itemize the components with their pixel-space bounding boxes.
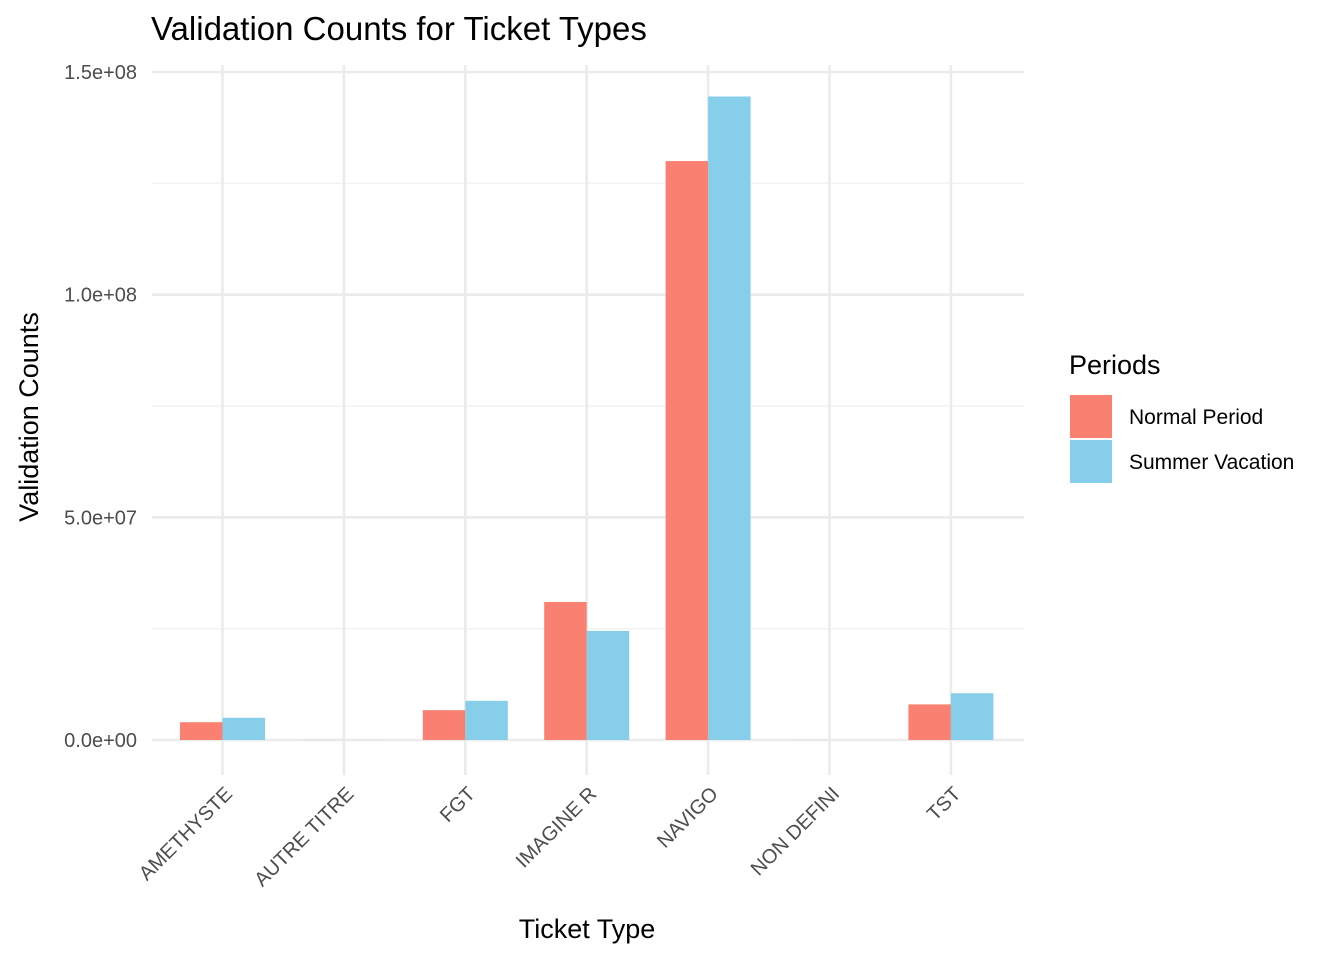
legend-title: Periods: [1069, 350, 1161, 380]
bars: [180, 96, 994, 741]
bar-summer-vacation-fgt: [465, 700, 508, 740]
y-tick-label: 0.0e+00: [64, 730, 137, 752]
legend-key-summer-vacation: [1070, 440, 1112, 483]
y-axis-ticks: 0.0e+00 5.0e+07 1.0e+08 1.5e+08: [64, 62, 137, 752]
x-tick-label: TST: [923, 783, 965, 825]
y-tick-label: 1.0e+08: [64, 285, 137, 307]
bar-normal-period-amethyste: [180, 722, 223, 740]
legend-key-normal-period: [1070, 395, 1112, 438]
x-tick-label: NAVIGO: [653, 783, 723, 853]
bar-normal-period-fgt: [422, 710, 466, 740]
x-tick-label: AMETHYSTE: [135, 783, 237, 885]
y-tick-label: 5.0e+07: [64, 507, 137, 529]
y-axis-title: Validation Counts: [14, 312, 44, 522]
x-tick-label: IMAGINE R: [512, 783, 601, 872]
legend-label: Summer Vacation: [1129, 451, 1294, 474]
bar-summer-vacation-imagine-r: [586, 630, 630, 740]
legend: Periods Normal Period Summer Vacation: [1069, 350, 1294, 483]
x-tick-label: AUTRE TITRE: [250, 783, 358, 891]
chart-title: Validation Counts for Ticket Types: [151, 10, 647, 47]
bar-normal-period-imagine-r: [544, 601, 587, 740]
legend-items: Normal Period Summer Vacation: [1070, 395, 1294, 483]
x-tick-label: NON DEFINI: [747, 783, 844, 880]
x-tick-label: FGT: [436, 783, 480, 827]
bar-summer-vacation-tst: [950, 693, 994, 740]
x-axis-title: Ticket Type: [519, 914, 656, 944]
bar-summer-vacation-navigo: [708, 96, 751, 740]
y-tick-label: 1.5e+08: [64, 62, 137, 84]
legend-label: Normal Period: [1129, 406, 1263, 429]
bar-normal-period-tst: [908, 704, 951, 740]
bar-summer-vacation-amethyste: [222, 717, 265, 740]
x-axis-ticks: AMETHYSTE AUTRE TITRE FGT IMAGINE R NAVIGO NO…: [135, 783, 965, 891]
bar-normal-period-navigo: [665, 161, 709, 741]
